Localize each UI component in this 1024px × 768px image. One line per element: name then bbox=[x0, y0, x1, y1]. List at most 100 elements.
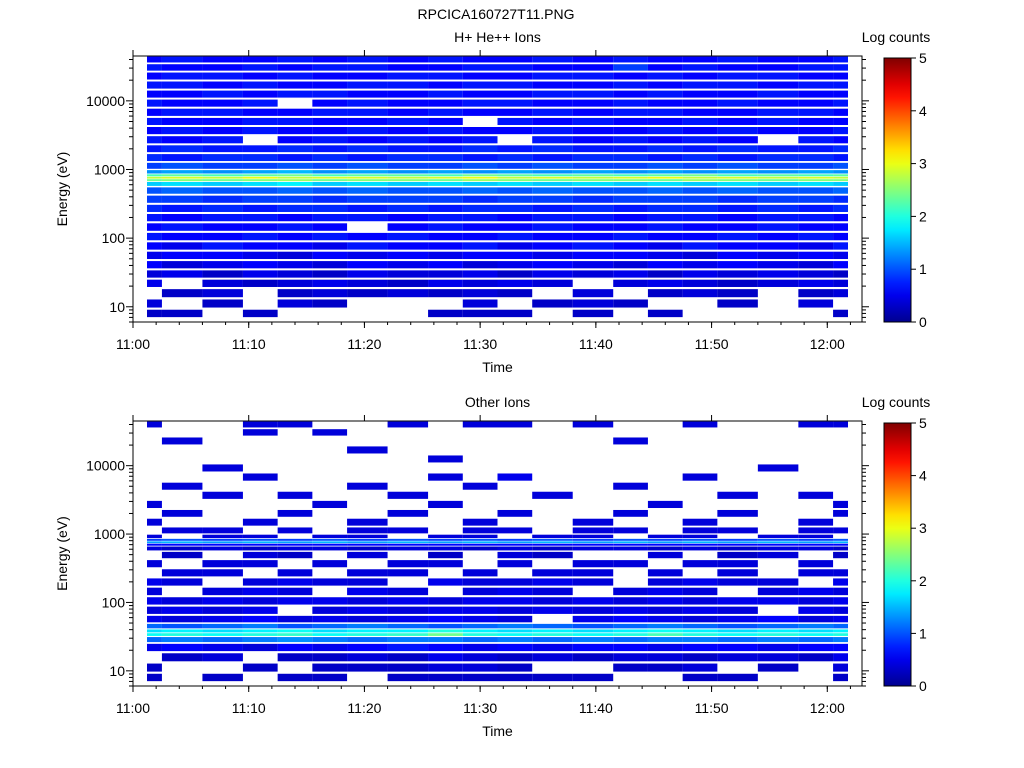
heatmap-cell bbox=[347, 629, 388, 633]
heatmap-cell bbox=[147, 81, 162, 89]
heatmap-cell bbox=[428, 251, 463, 260]
heatmap-cell bbox=[161, 174, 203, 177]
heatmap-cell bbox=[647, 195, 683, 203]
heatmap-cell bbox=[277, 623, 313, 629]
heatmap-cell bbox=[647, 56, 683, 63]
heatmap-cell bbox=[798, 653, 834, 662]
heatmap-cell bbox=[613, 176, 648, 179]
heatmap-cell bbox=[277, 491, 313, 499]
heatmap-cell bbox=[312, 204, 348, 212]
heatmap-cell bbox=[387, 72, 429, 80]
x-tick-label: 12:00 bbox=[810, 336, 845, 352]
heatmap-cell bbox=[833, 615, 848, 623]
heatmap-cell bbox=[647, 643, 683, 652]
heatmap-cell bbox=[613, 72, 648, 80]
heatmap-cell bbox=[647, 187, 683, 194]
heatmap-cell bbox=[161, 90, 203, 98]
heatmap-cell bbox=[242, 108, 278, 116]
heatmap-cell bbox=[428, 81, 463, 89]
heatmap-cell bbox=[202, 214, 243, 222]
heatmap-cell bbox=[532, 64, 573, 71]
heatmap-cell bbox=[717, 527, 758, 534]
heatmap-cell bbox=[277, 195, 313, 203]
heatmap-cell bbox=[462, 176, 498, 179]
heatmap-cell bbox=[532, 543, 573, 546]
heatmap-cell bbox=[497, 127, 533, 135]
heatmap-cell bbox=[277, 214, 313, 222]
heatmap-cell bbox=[428, 214, 463, 222]
heatmap-cell bbox=[682, 182, 718, 186]
heatmap-cell bbox=[428, 455, 463, 463]
heatmap-cell bbox=[387, 560, 429, 568]
heatmap-cell bbox=[428, 279, 463, 287]
heatmap-cell bbox=[462, 629, 498, 633]
heatmap-cell bbox=[532, 587, 573, 596]
heatmap-cell bbox=[202, 464, 243, 472]
heatmap-cell bbox=[147, 182, 162, 186]
heatmap-cell bbox=[387, 261, 429, 269]
heatmap-cell bbox=[717, 99, 758, 107]
heatmap-cell bbox=[428, 546, 463, 551]
x-axis-label: Time bbox=[482, 359, 513, 375]
heatmap-cell bbox=[387, 615, 429, 623]
heatmap-cell bbox=[717, 509, 758, 517]
heatmap-cell bbox=[147, 108, 162, 116]
heatmap-cell bbox=[682, 90, 718, 98]
heatmap-cell bbox=[682, 64, 718, 71]
heatmap-cell bbox=[387, 81, 429, 89]
heatmap-cell bbox=[147, 597, 162, 605]
heatmap-cell bbox=[717, 606, 758, 614]
heatmap-cell bbox=[202, 546, 243, 551]
heatmap-cell bbox=[532, 204, 573, 212]
heatmap-cell bbox=[428, 99, 463, 107]
heatmap-cell bbox=[757, 543, 799, 546]
heatmap-cell bbox=[757, 176, 799, 179]
heatmap-cell bbox=[798, 534, 834, 539]
heatmap-cell bbox=[532, 569, 573, 577]
heatmap-cell bbox=[161, 182, 203, 186]
heatmap-cell bbox=[242, 615, 278, 623]
heatmap-cell bbox=[312, 251, 348, 260]
heatmap-cell bbox=[532, 176, 573, 179]
heatmap-cell bbox=[242, 117, 278, 125]
heatmap-cell bbox=[647, 569, 683, 577]
heatmap-cell bbox=[757, 629, 799, 633]
heatmap-cell bbox=[717, 251, 758, 260]
heatmap-cell bbox=[277, 174, 313, 177]
heatmap-cell bbox=[147, 615, 162, 623]
heatmap-cell bbox=[202, 633, 243, 636]
heatmap-cell bbox=[462, 633, 498, 636]
heatmap-cell bbox=[717, 569, 758, 577]
heatmap-cell bbox=[647, 179, 683, 182]
heatmap-cell bbox=[387, 187, 429, 194]
heatmap-cell bbox=[462, 90, 498, 98]
heatmap-cell bbox=[161, 437, 203, 445]
heatmap-cell bbox=[613, 204, 648, 212]
heatmap-cell bbox=[428, 309, 463, 318]
heatmap-cell bbox=[242, 174, 278, 177]
heatmap-cell bbox=[572, 309, 614, 318]
heatmap-cell bbox=[833, 72, 848, 80]
heatmap-cell bbox=[161, 482, 203, 490]
heatmap-cell bbox=[497, 509, 533, 517]
heatmap-cell bbox=[497, 615, 533, 623]
heatmap-cell bbox=[572, 534, 614, 539]
heatmap-cell bbox=[798, 195, 834, 203]
heatmap-cell bbox=[147, 204, 162, 212]
heatmap-cell bbox=[242, 597, 278, 605]
heatmap-cell bbox=[717, 187, 758, 194]
heatmap-cell bbox=[532, 653, 573, 662]
heatmap-cell bbox=[242, 518, 278, 526]
heatmap-cell bbox=[497, 174, 533, 177]
heatmap-cell bbox=[532, 145, 573, 153]
heatmap-cell bbox=[833, 546, 848, 551]
heatmap-cell bbox=[682, 527, 718, 534]
heatmap-cell bbox=[532, 242, 573, 250]
heatmap-cell bbox=[462, 546, 498, 551]
heatmap-cell bbox=[717, 623, 758, 629]
heatmap-cell bbox=[613, 543, 648, 546]
heatmap-cell bbox=[833, 214, 848, 222]
heatmap-cell bbox=[242, 176, 278, 179]
heatmap-cell bbox=[532, 637, 573, 643]
heatmap-cell bbox=[347, 176, 388, 179]
